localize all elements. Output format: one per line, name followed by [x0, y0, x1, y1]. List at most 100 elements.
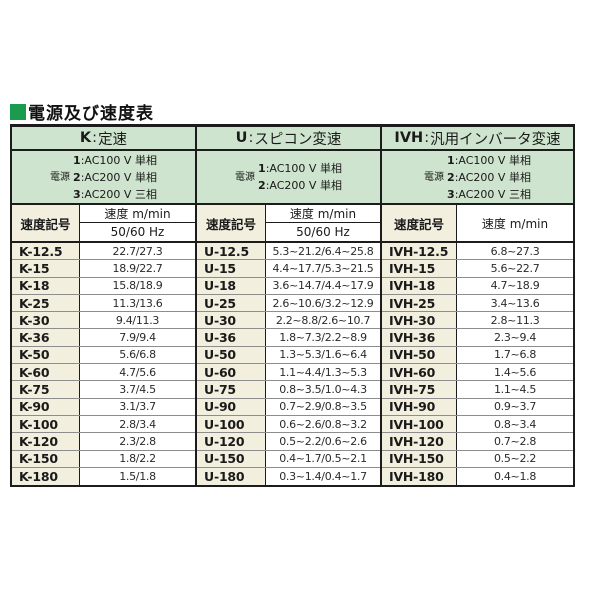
speed-symbol-cell: K-18	[12, 277, 80, 294]
speed-value-cell: 5.6~22.7	[457, 260, 573, 277]
speed-value-cell: 3.7/4.5	[80, 381, 195, 398]
speed-value-cell: 22.7/27.3	[80, 243, 195, 260]
table-row: U-30 2.2~8.8/2.6~10.7	[197, 312, 380, 330]
speed-value-cell: 0.8~3.4	[457, 415, 573, 433]
speed-symbol-cell: IVH-12.5	[382, 243, 457, 260]
speed-symbol-cell: IVH-150	[382, 450, 457, 467]
speed-value-cell: 0.5~2.2/0.6~2.6	[266, 433, 380, 450]
speed-symbol-cell: K-50	[12, 346, 80, 364]
table-row: IVH-12.5 6.8~27.3	[382, 243, 573, 261]
speed-symbol-cell: IVH-60	[382, 364, 457, 381]
group-ivh-column-headers: 速度記号 速度 m/min	[382, 205, 573, 243]
page-title: 電源及び速度表	[28, 104, 154, 124]
speed-value-cell: 2.8~11.3	[457, 312, 573, 329]
table-row: U-36 1.8~7.3/2.2~8.9	[197, 329, 380, 347]
speed-symbol-cell: IVH-120	[382, 433, 457, 450]
speed-symbol-cell: IVH-36	[382, 329, 457, 346]
group-ivh: IVH: 汎用インバータ変速 電源 1:AC100 V 単相 2:AC200 V 単…	[382, 127, 573, 486]
table-row: K-150 1.8/2.2	[12, 450, 195, 468]
speed-symbol-cell: U-60	[197, 364, 266, 381]
table-row: IVH-180 0.4~1.8	[382, 467, 573, 486]
speed-symbol-cell: IVH-90	[382, 398, 457, 415]
speed-value-cell: 1.5/1.8	[80, 467, 195, 486]
power-label: 電源	[235, 171, 256, 183]
speed-value-cell: 0.9~3.7	[457, 398, 573, 415]
speed-value-cell: 0.4~1.8	[457, 467, 573, 486]
speed-symbol-cell: U-180	[197, 467, 266, 486]
speed-symbol-cell: U-120	[197, 433, 266, 450]
group-u: U: スピコン変速 電源 1:AC100 V 単相 2:AC200 V 単相 速度記…	[197, 127, 382, 486]
speed-symbol-cell: K-25	[12, 294, 80, 312]
colon: :	[424, 130, 430, 146]
group-u-rows: U-12.5 5.3~21.2/6.4~25.8 U-15 4.4~17.7/5.3~…	[197, 243, 380, 486]
power-line-number: 3	[73, 187, 81, 201]
colon: :	[454, 153, 459, 167]
group-name: 汎用インバータ変速	[430, 131, 561, 148]
table-row: U-25 2.6~10.6/3.2~12.9	[197, 294, 380, 313]
speed-symbol-cell: U-12.5	[197, 243, 266, 260]
speed-value-cell: 15.8/18.9	[80, 277, 195, 294]
power-line: 2:AC200 V 単相	[447, 169, 531, 186]
speed-symbol-cell: K-90	[12, 398, 80, 415]
group-ivh-power: 電源 1:AC100 V 単相 2:AC200 V 単相 3:AC200 V 三相	[382, 151, 573, 205]
green-square-icon	[10, 103, 26, 120]
speed-symbol-cell: K-12.5	[12, 243, 80, 260]
power-line: 1:AC100 V 単相	[447, 152, 531, 169]
group-k-column-headers: 速度記号 速度 m/min 50/60 Hz	[12, 205, 195, 243]
power-line-number: 1	[447, 153, 455, 167]
speed-header: 速度 m/min 50/60 Hz	[80, 205, 195, 241]
speed-value-cell: 0.7~2.9/0.8~3.5	[266, 398, 380, 415]
group-name: 定速	[98, 131, 128, 148]
group-k: K: 定速 電源 1:AC100 V 単相 2:AC200 V 単相 3:AC200 …	[12, 127, 197, 486]
speed-value-cell: 1.3~5.3/1.6~6.4	[266, 346, 380, 364]
speed-value-cell: 11.3/13.6	[80, 294, 195, 312]
speed-symbol-cell: K-15	[12, 260, 80, 277]
table-row: K-15 18.9/22.7	[12, 260, 195, 278]
speed-value-cell: 2.3/2.8	[80, 433, 195, 450]
speed-value-cell: 18.9/22.7	[80, 260, 195, 277]
colon: :	[92, 130, 98, 146]
colon: :	[80, 170, 85, 184]
speed-symbol-cell: U-50	[197, 346, 266, 364]
table-row: IVH-18 4.7~18.9	[382, 277, 573, 295]
table-row: IVH-60 1.4~5.6	[382, 364, 573, 382]
speed-value-cell: 2.6~10.6/3.2~12.9	[266, 294, 380, 312]
power-line: 1:AC100 V 単相	[258, 160, 342, 177]
speed-value-cell: 1.8~7.3/2.2~8.9	[266, 329, 380, 346]
power-note: 電源 1:AC100 V 単相 2:AC200 V 単相 3:AC200 V 三相	[50, 152, 157, 203]
speed-symbol-cell: U-150	[197, 450, 266, 467]
speed-value-cell: 5.6/6.8	[80, 346, 195, 364]
table-row: U-120 0.5~2.2/0.6~2.6	[197, 433, 380, 451]
power-note: 電源 1:AC100 V 単相 2:AC200 V 単相	[235, 160, 342, 194]
speed-value-cell: 0.6~2.6/0.8~3.2	[266, 415, 380, 433]
power-line: 3:AC200 V 三相	[73, 186, 157, 203]
hz-header: 50/60 Hz	[110, 225, 165, 239]
power-line-text: AC200 V 単相	[84, 170, 157, 184]
group-u-header: U: スピコン変速	[197, 127, 380, 151]
group-k-power: 電源 1:AC100 V 単相 2:AC200 V 単相 3:AC200 V 三相	[12, 151, 195, 205]
speed-value-cell: 0.4~1.7/0.5~2.1	[266, 450, 380, 467]
power-speed-table: K: 定速 電源 1:AC100 V 単相 2:AC200 V 単相 3:AC200 …	[10, 124, 575, 488]
speed-value-cell: 6.8~27.3	[457, 243, 573, 260]
hz-header: 50/60 Hz	[296, 225, 350, 239]
speed-symbol-cell: K-100	[12, 415, 80, 433]
colon: :	[80, 187, 85, 201]
table-row: K-50 5.6/6.8	[12, 346, 195, 365]
speed-value-cell: 4.7~18.9	[457, 277, 573, 294]
table-row: IVH-90 0.9~3.7	[382, 398, 573, 416]
group-ivh-rows: IVH-12.5 6.8~27.3 IVH-15 5.6~22.7 IVH-18 4.7~…	[382, 243, 573, 486]
table-row: K-75 3.7/4.5	[12, 381, 195, 399]
table-row: K-36 7.9/9.4	[12, 329, 195, 347]
speed-symbol-cell: K-120	[12, 433, 80, 450]
table-row: K-120 2.3/2.8	[12, 433, 195, 451]
speed-value-cell: 3.6~14.7/4.4~17.9	[266, 277, 380, 294]
speed-value-cell: 5.3~21.2/6.4~25.8	[266, 243, 380, 260]
power-line-text: AC100 V 単相	[269, 162, 342, 175]
table-row: IVH-25 3.4~13.6	[382, 294, 573, 313]
speed-symbol-cell: IVH-180	[382, 467, 457, 486]
power-lines: 1:AC100 V 単相 2:AC200 V 単相	[258, 160, 342, 194]
speed-value-cell: 4.4~17.7/5.3~21.5	[266, 260, 380, 277]
colon: :	[265, 179, 270, 192]
speed-symbol-cell: IVH-15	[382, 260, 457, 277]
speed-symbol-cell: IVH-75	[382, 381, 457, 398]
